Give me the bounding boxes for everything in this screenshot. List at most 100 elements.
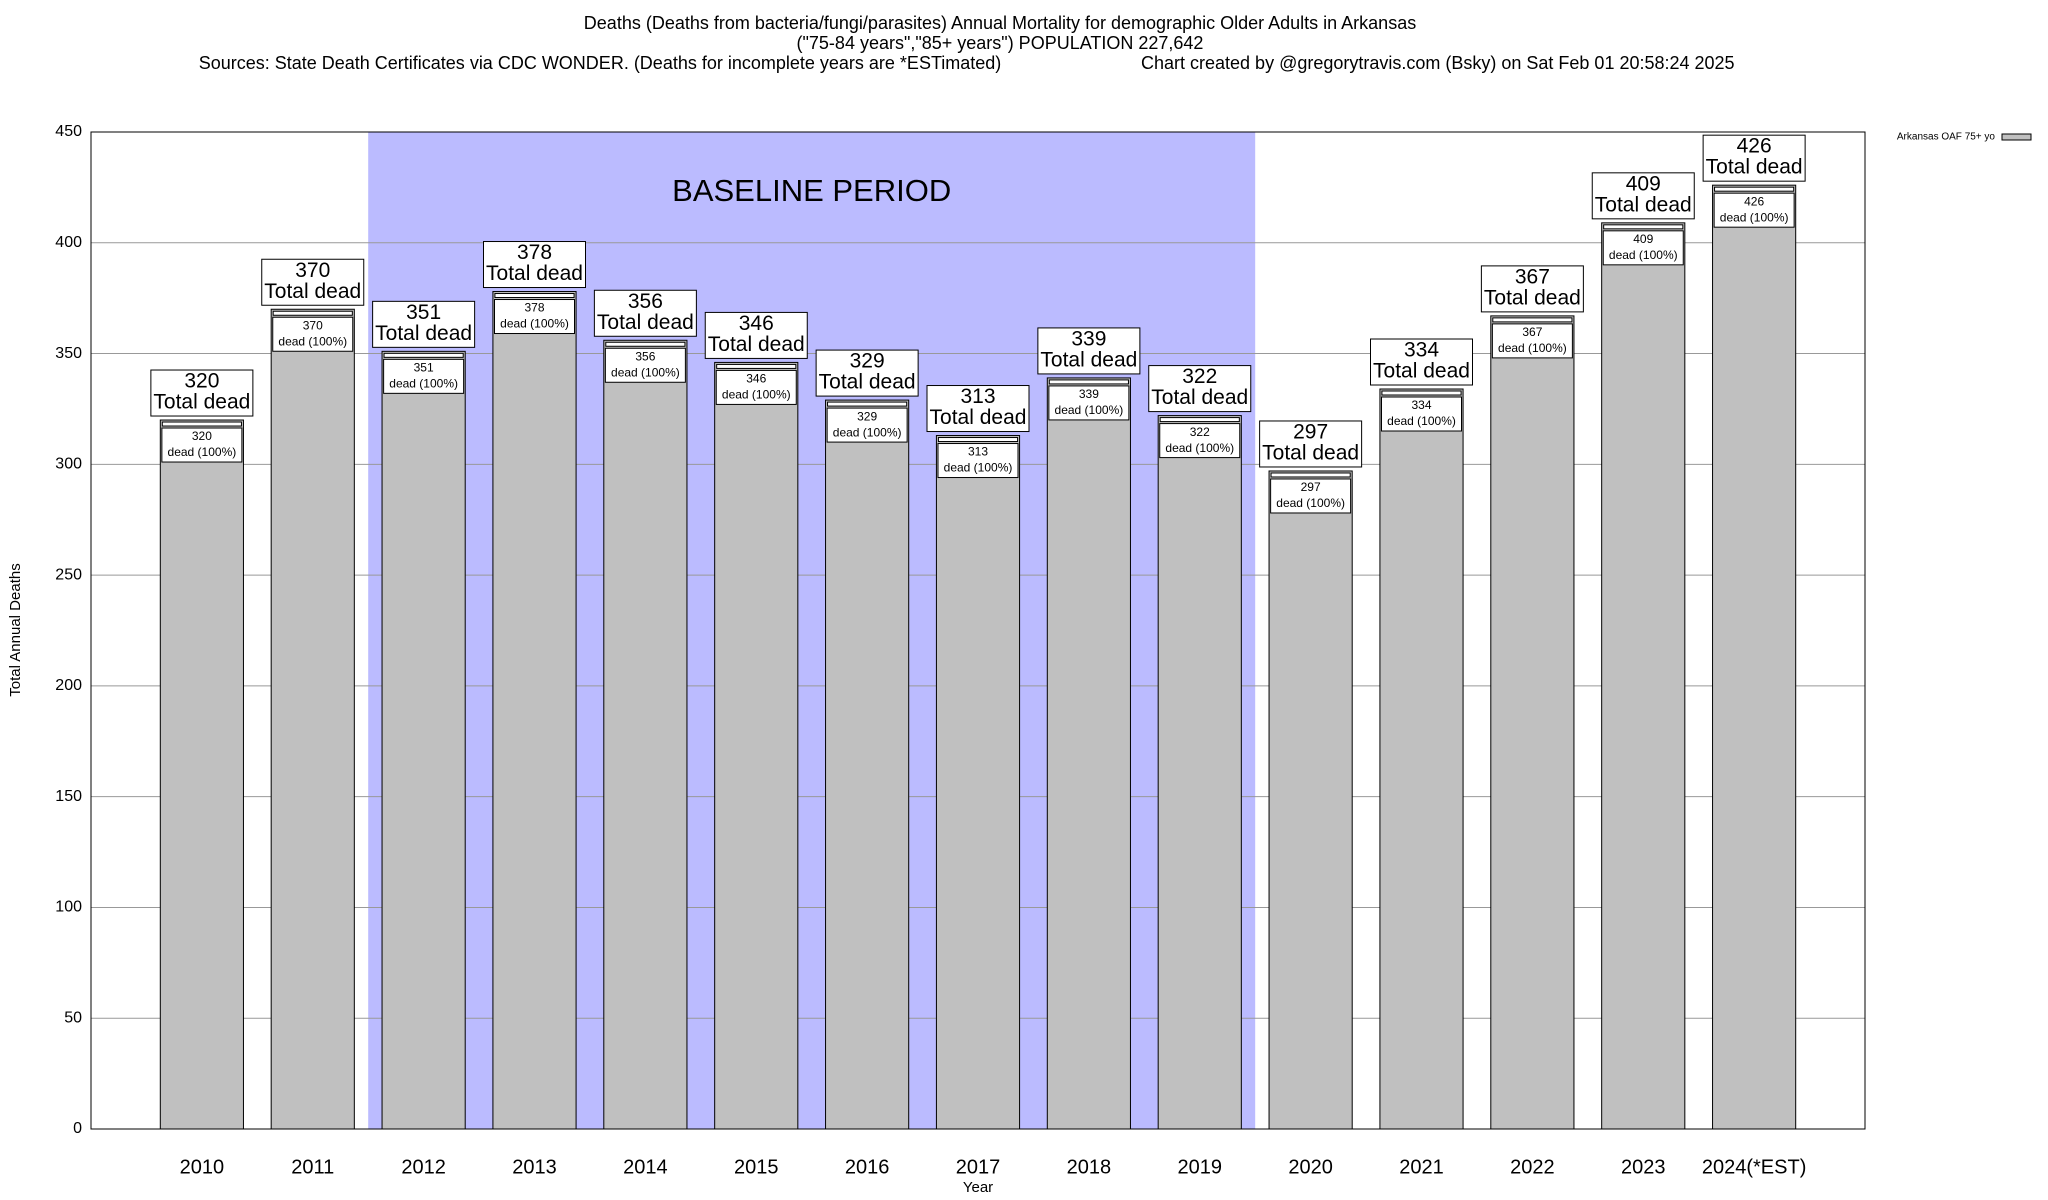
chart-credit: Chart created by @gregorytravis.com (Bsk… [1141,53,1735,73]
bar-cap [827,401,908,407]
bar [1046,377,1131,1130]
bar-cap [1603,224,1684,230]
inner-text-label: dead (100%) [1498,341,1567,355]
x-tick-label: 2012 [401,1156,446,1178]
total-text-label: Total dead [1040,348,1137,371]
total-text-label: Total dead [819,371,916,394]
inner-value-label: 351 [414,361,434,375]
inner-text-label: dead (100%) [389,377,458,391]
total-label-box [1480,265,1584,313]
total-value-label: 339 [1071,327,1106,350]
total-label-box [261,258,365,306]
x-tick-label: 2024(*EST) [1702,1156,1807,1178]
total-text-label: Total dead [1262,442,1359,465]
legend-label: Arkansas OAF 75+ yo [1897,132,1996,143]
total-label-box [815,349,919,397]
bar [603,339,688,1130]
total-value-label: 297 [1293,421,1328,444]
total-label-box [926,385,1030,433]
bar [825,399,910,1130]
bar [1490,315,1575,1130]
y-axis-label: Total Annual Deaths [7,563,24,696]
bar [159,419,244,1130]
inner-text-label: dead (100%) [1165,441,1234,455]
inner-text-label: dead (100%) [722,388,791,402]
bar [1268,470,1353,1130]
inner-value-label: 329 [857,409,877,423]
bar [935,435,1021,1130]
y-tick-label: 200 [55,677,82,694]
total-value-label: 329 [850,350,885,373]
x-tick-label: 2016 [845,1156,890,1178]
y-tick-label: 250 [55,566,82,583]
total-label-box [1259,420,1363,468]
total-text-label: Total dead [930,406,1027,429]
total-text-label: Total dead [153,391,250,414]
bar-cap [1492,317,1573,323]
total-label-box [483,241,586,289]
inner-label-box [1270,478,1352,514]
total-text-label: Total dead [486,262,583,285]
x-tick-label: 2017 [956,1156,1001,1178]
total-text-label: Total dead [708,333,805,356]
x-tick-label: 2021 [1399,1156,1444,1178]
total-label-box [1370,338,1473,386]
total-value-label: 409 [1626,172,1661,195]
inner-label-box [1713,192,1795,228]
x-tick-label: 2018 [1067,1156,1112,1178]
inner-text-label: dead (100%) [1387,414,1456,428]
x-tick-label: 2022 [1510,1156,1555,1178]
y-tick-label: 0 [73,1120,82,1137]
total-text-label: Total dead [264,280,361,303]
bar [1157,415,1242,1130]
inner-label-box [272,316,354,352]
inner-text-label: dead (100%) [944,461,1013,475]
total-text-label: Total dead [1484,286,1581,309]
y-tick-label: 350 [55,345,82,362]
inner-value-label: 367 [1522,325,1542,339]
inner-text-label: dead (100%) [1055,403,1124,417]
bar-cap [494,293,575,299]
total-label-box [150,369,254,417]
bar [714,361,799,1130]
total-label-box [1148,365,1252,413]
inner-value-label: 409 [1633,232,1653,246]
inner-value-label: 426 [1744,194,1764,208]
x-tick-label: 2014 [623,1156,668,1178]
inner-value-label: 297 [1301,480,1321,494]
bar-cap [383,352,464,358]
x-tick-label: 2010 [180,1156,225,1178]
total-label-box [704,311,808,359]
inner-text-label: dead (100%) [611,365,680,379]
inner-value-label: 313 [968,445,988,459]
inner-label-box [494,299,575,335]
inner-text-label: dead (100%) [1276,496,1345,510]
total-label-box [593,289,697,337]
inner-text-label: dead (100%) [168,445,237,459]
chart-title: Deaths (Deaths from bacteria/fungi/paras… [584,13,1416,33]
inner-label-box [826,407,908,443]
bar [381,350,466,1130]
inner-value-label: 356 [635,349,655,363]
bar-cap [1381,390,1462,396]
chart-sources: Sources: State Death Certificates via CD… [199,53,1002,73]
bar-cap [272,310,353,316]
total-text-label: Total dead [1373,360,1470,383]
total-value-label: 322 [1182,365,1217,388]
total-value-label: 356 [628,290,663,313]
inner-text-label: dead (100%) [278,334,347,348]
legend-swatch [2001,133,2032,141]
inner-value-label: 322 [1190,425,1210,439]
bar [1379,388,1464,1130]
bar [270,308,355,1130]
y-tick-label: 450 [55,123,82,140]
bar-cap [1159,417,1240,423]
inner-value-label: 334 [1411,398,1431,412]
total-label-box [1591,172,1695,220]
total-value-label: 351 [406,301,441,324]
total-value-label: 426 [1737,135,1772,158]
bar-cap [1714,186,1795,192]
total-label-box [1702,134,1806,182]
inner-label-box [604,347,686,383]
